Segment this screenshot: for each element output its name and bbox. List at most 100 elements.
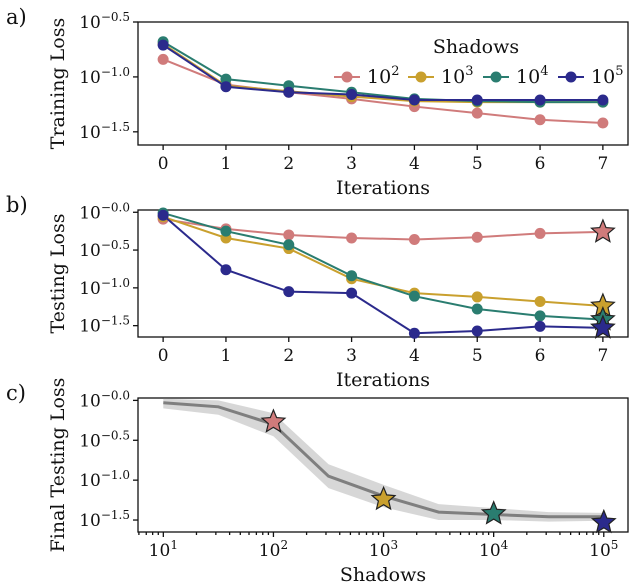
- x-tick-label: 7: [597, 346, 608, 366]
- shadow-star-1e3: [370, 485, 397, 511]
- data-point-1e5: [597, 94, 609, 106]
- data-point-1e2: [408, 233, 420, 245]
- x-tick-label: 0: [158, 346, 169, 366]
- data-point-1e4: [220, 73, 232, 85]
- legend-marker-1e4: [490, 71, 502, 83]
- data-point-1e5: [283, 86, 295, 98]
- data-point-1e2: [471, 231, 483, 243]
- data-point-1e5: [408, 327, 420, 339]
- data-point-1e5: [157, 39, 169, 51]
- shadow-star-1e4: [480, 500, 507, 525]
- x-axis-label-b: Iterations: [336, 369, 430, 391]
- final-star-1e2: [590, 218, 616, 243]
- axes-frame-c: [137, 397, 629, 533]
- data-point-1e2: [471, 107, 483, 119]
- data-point-1e4: [471, 303, 483, 315]
- x-tick-label: 2: [283, 154, 294, 174]
- x-tick-label: 103: [369, 538, 398, 561]
- confidence-band: [163, 398, 604, 522]
- x-tick-label: 3: [346, 154, 357, 174]
- x-tick-label: 7: [597, 154, 608, 174]
- x-tick-label: 6: [535, 346, 546, 366]
- x-axis-label-a: Iterations: [336, 177, 430, 199]
- data-point-1e5: [471, 325, 483, 337]
- data-point-1e3: [471, 291, 483, 303]
- y-tick-label: 10−0.5: [79, 428, 130, 451]
- data-point-1e2: [534, 114, 546, 126]
- data-point-1e5: [220, 81, 232, 93]
- x-tick-label: 6: [535, 154, 546, 174]
- x-tick-label: 0: [158, 154, 169, 174]
- y-tick-label: 10−0.0: [79, 200, 130, 223]
- data-point-1e5: [534, 94, 546, 106]
- y-axis-label-c: Final Testing Loss: [47, 378, 69, 553]
- legend-label-1e3: 103: [441, 64, 473, 88]
- legend-label-1e5: 105: [591, 64, 623, 88]
- data-point-1e2: [597, 117, 609, 129]
- x-axis-label-c: Shadows: [340, 564, 426, 583]
- data-point-1e5: [157, 209, 169, 221]
- y-axis-label-b: Testing Loss: [47, 214, 69, 334]
- data-point-1e4: [408, 290, 420, 302]
- y-tick-label: 10−1.0: [79, 276, 130, 299]
- data-point-1e5: [283, 286, 295, 298]
- axes-frame-a: [137, 21, 629, 146]
- series-line-1e5: [162, 214, 603, 335]
- panel-label-a: a): [6, 5, 27, 29]
- data-point-1e2: [346, 232, 358, 244]
- final-star-1e5: [590, 314, 616, 339]
- data-point-1e2: [283, 229, 295, 241]
- y-tick-label: 10−1.5: [79, 314, 130, 337]
- series-line-1e5: [162, 44, 603, 101]
- x-tick-label: 5: [472, 154, 483, 174]
- y-tick-label: 10−1.0: [79, 468, 130, 491]
- panel-label-b: b): [6, 193, 28, 217]
- legend-label-1e4: 104: [516, 64, 548, 88]
- panel-label-c: c): [6, 381, 26, 405]
- data-point-1e2: [534, 227, 546, 239]
- data-point-1e4: [534, 310, 546, 322]
- x-tick-label: 4: [409, 346, 420, 366]
- data-point-1e5: [346, 287, 358, 299]
- x-tick-label: 101: [149, 538, 178, 561]
- y-tick-label: 10−0.5: [79, 238, 130, 261]
- axes-frame-b: [137, 209, 629, 338]
- data-point-1e3: [534, 295, 546, 307]
- shadow-star-1e5: [590, 508, 617, 534]
- series-line-1e4: [162, 212, 603, 321]
- legend-marker-1e2: [341, 71, 353, 83]
- x-tick-label: 3: [346, 346, 357, 366]
- y-tick-label: 10−0.0: [79, 388, 130, 411]
- y-axis-label-a: Training Loss: [47, 18, 69, 149]
- data-point-1e5: [346, 88, 358, 100]
- legend-marker-1e5: [565, 71, 577, 83]
- y-tick-label: 10−1.0: [79, 65, 130, 88]
- legend-label-1e2: 102: [367, 64, 399, 88]
- panel-c: c) 10−0.0 10−0.5 10−1.0 10−1.5 101 102 103 104 10…: [6, 378, 629, 583]
- data-point-1e5: [220, 264, 232, 276]
- series-line-1e4: [162, 40, 603, 104]
- panel-b: b) 10−0.0 10−0.5 10−1.0 10−1.5 0 1 2 3 4 5 6 7 Iterat…: [6, 193, 629, 391]
- x-tick-label: 105: [589, 538, 618, 561]
- data-point-1e5: [534, 320, 546, 332]
- x-tick-label: 4: [409, 154, 420, 174]
- data-point-1e2: [157, 53, 169, 65]
- legend-title: Shadows: [433, 36, 519, 58]
- x-tick-label: 1: [221, 154, 232, 174]
- legend-marker-1e3: [415, 71, 427, 83]
- shadow-star-1e2: [260, 408, 287, 433]
- x-tick-label: 1: [221, 346, 232, 366]
- x-tick-label: 104: [479, 538, 509, 561]
- y-tick-label: 10−1.5: [79, 120, 130, 143]
- data-point-1e4: [283, 239, 295, 251]
- data-point-1e5: [471, 94, 483, 106]
- y-tick-label: 10−1.5: [79, 508, 130, 531]
- x-tick-label: 102: [259, 538, 288, 561]
- data-point-1e5: [408, 94, 420, 106]
- x-tick-label: 2: [283, 346, 294, 366]
- x-tick-label: 5: [472, 346, 483, 366]
- data-point-1e4: [220, 225, 232, 237]
- panel-a: a) 10−0.5 10−1.0 10−1.5 0 1 2 3 4 5 6 7 Iterations Tr…: [6, 5, 629, 199]
- data-point-1e4: [346, 270, 358, 282]
